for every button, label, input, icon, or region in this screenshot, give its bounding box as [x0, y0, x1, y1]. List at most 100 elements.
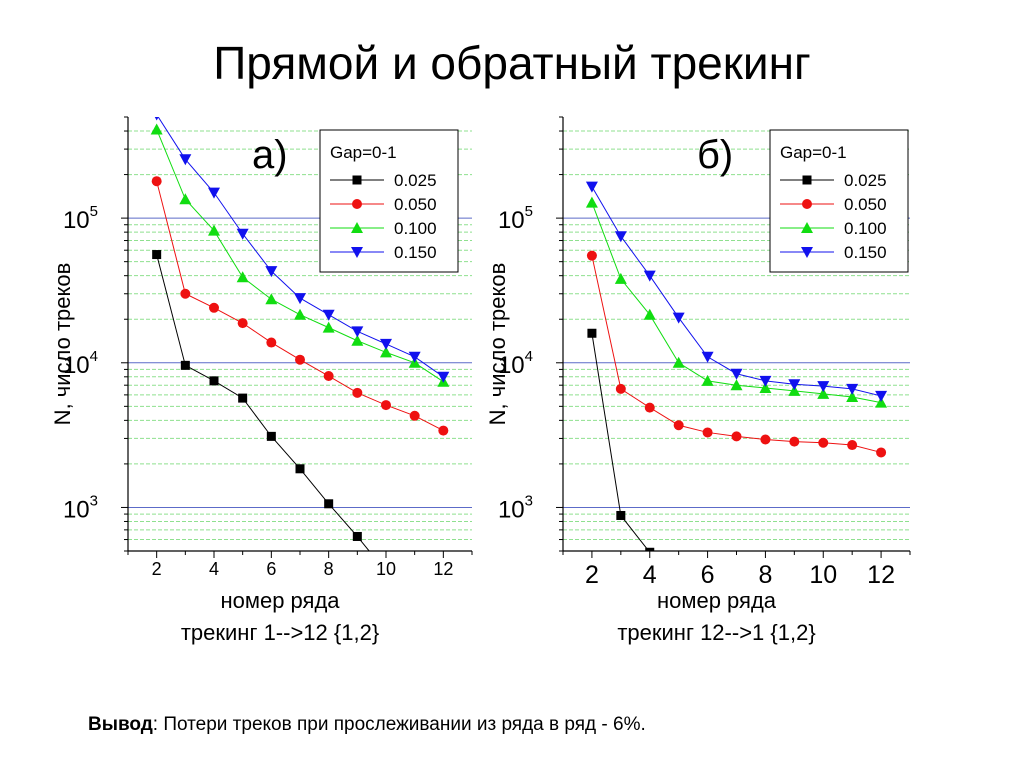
y-tick-exponent: 3 — [90, 492, 98, 509]
plot-area — [585, 181, 888, 551]
x-tick-label: 6 — [266, 559, 276, 579]
y-tick-label: 104 — [63, 348, 98, 379]
y-tick-base: 10 — [498, 496, 525, 523]
data-point — [701, 374, 714, 386]
x-tick-label: 8 — [758, 561, 772, 589]
data-point — [438, 425, 449, 436]
data-point — [352, 387, 363, 398]
conclusion-bold: Вывод — [88, 714, 153, 735]
x-axis-label: номер ряда — [657, 588, 777, 613]
x-tick-label: 8 — [324, 559, 334, 579]
x-tick-label: 12 — [867, 561, 895, 589]
x-tick-label: 10 — [809, 561, 837, 589]
data-point — [585, 181, 598, 193]
y-tick-exponent: 4 — [90, 348, 98, 365]
y-tick-base: 10 — [63, 352, 90, 379]
data-point — [295, 464, 305, 474]
data-point — [408, 351, 421, 363]
y-tick-label: 105 — [63, 203, 98, 234]
legend-marker — [802, 175, 812, 185]
legend-entry: 0.150 — [394, 243, 437, 262]
x-tick-label: 10 — [376, 559, 396, 579]
legend: Gap=0-1 0.025 0.050 0.100 0.150 — [319, 129, 459, 273]
data-point — [846, 391, 859, 403]
data-point — [294, 293, 306, 305]
legend-box — [319, 129, 459, 273]
data-point — [616, 510, 626, 520]
data-point — [730, 368, 743, 380]
data-point — [672, 312, 685, 324]
y-tick-exponent: 3 — [525, 492, 533, 509]
legend-marker — [352, 199, 362, 209]
x-tick-label: 4 — [209, 559, 219, 579]
x-tick-label: 2 — [585, 561, 599, 589]
data-point — [730, 379, 743, 391]
data-point — [236, 271, 249, 283]
data-point — [846, 383, 859, 395]
data-point — [266, 337, 277, 348]
data-point — [322, 309, 335, 321]
data-point — [324, 499, 334, 509]
data-point — [817, 387, 830, 399]
series-0.050 — [586, 250, 887, 458]
page-title: Прямой и обратный трекинг — [213, 37, 811, 89]
y-tick-label: 104 — [498, 348, 533, 379]
x-tick-label: 12 — [433, 559, 453, 579]
data-point — [759, 381, 772, 393]
data-point — [847, 440, 858, 451]
data-point — [672, 356, 685, 368]
series-line — [591, 333, 650, 551]
chart-caption: трекинг 12-->1 {1,2} — [617, 620, 815, 645]
data-point — [731, 431, 742, 442]
data-point — [236, 228, 249, 240]
legend-title: Gap=0-1 — [330, 143, 397, 162]
series-0.025 — [587, 328, 655, 551]
y-tick-exponent: 5 — [525, 203, 533, 220]
data-point — [151, 176, 162, 187]
panel-label: а) — [252, 133, 288, 177]
data-point — [760, 434, 771, 445]
x-axis-label: номер ряда — [220, 588, 340, 613]
y-tick-label: 103 — [498, 492, 533, 523]
data-point — [266, 431, 276, 441]
legend-entry: 0.100 — [844, 219, 887, 238]
data-point — [380, 346, 392, 358]
data-point — [208, 187, 220, 199]
data-point — [179, 193, 192, 205]
data-point — [788, 384, 801, 396]
data-point — [645, 547, 655, 551]
data-point — [409, 410, 420, 421]
panel-label: б) — [697, 133, 733, 177]
data-point — [818, 437, 829, 448]
data-point — [209, 302, 219, 313]
data-point — [152, 250, 162, 260]
chart-caption: трекинг 1-->12 {1,2} — [181, 620, 379, 645]
legend-entry: 0.100 — [394, 219, 437, 238]
legend-entry: 0.025 — [844, 171, 887, 190]
x-tick-label: 2 — [152, 559, 162, 579]
data-point — [380, 338, 392, 350]
data-point — [294, 308, 306, 320]
plot-area — [150, 117, 450, 551]
data-point — [615, 383, 626, 394]
series-0.050 — [151, 176, 449, 436]
legend-marker — [351, 247, 363, 258]
legend-box — [769, 129, 909, 273]
data-point — [875, 390, 888, 402]
legend-entry: 0.050 — [394, 195, 437, 214]
grid — [128, 130, 472, 541]
data-point — [237, 318, 248, 329]
data-point — [585, 196, 598, 208]
data-point — [238, 393, 248, 403]
legend-marker — [801, 247, 813, 258]
data-point — [295, 354, 305, 365]
data-point — [351, 326, 364, 338]
legend-entry: 0.050 — [844, 195, 887, 214]
data-point — [701, 351, 714, 363]
y-tick-base: 10 — [63, 207, 90, 234]
data-point — [381, 400, 391, 411]
series-0.150 — [154, 117, 450, 383]
data-point — [323, 371, 334, 382]
y-tick-label: 103 — [63, 492, 98, 523]
